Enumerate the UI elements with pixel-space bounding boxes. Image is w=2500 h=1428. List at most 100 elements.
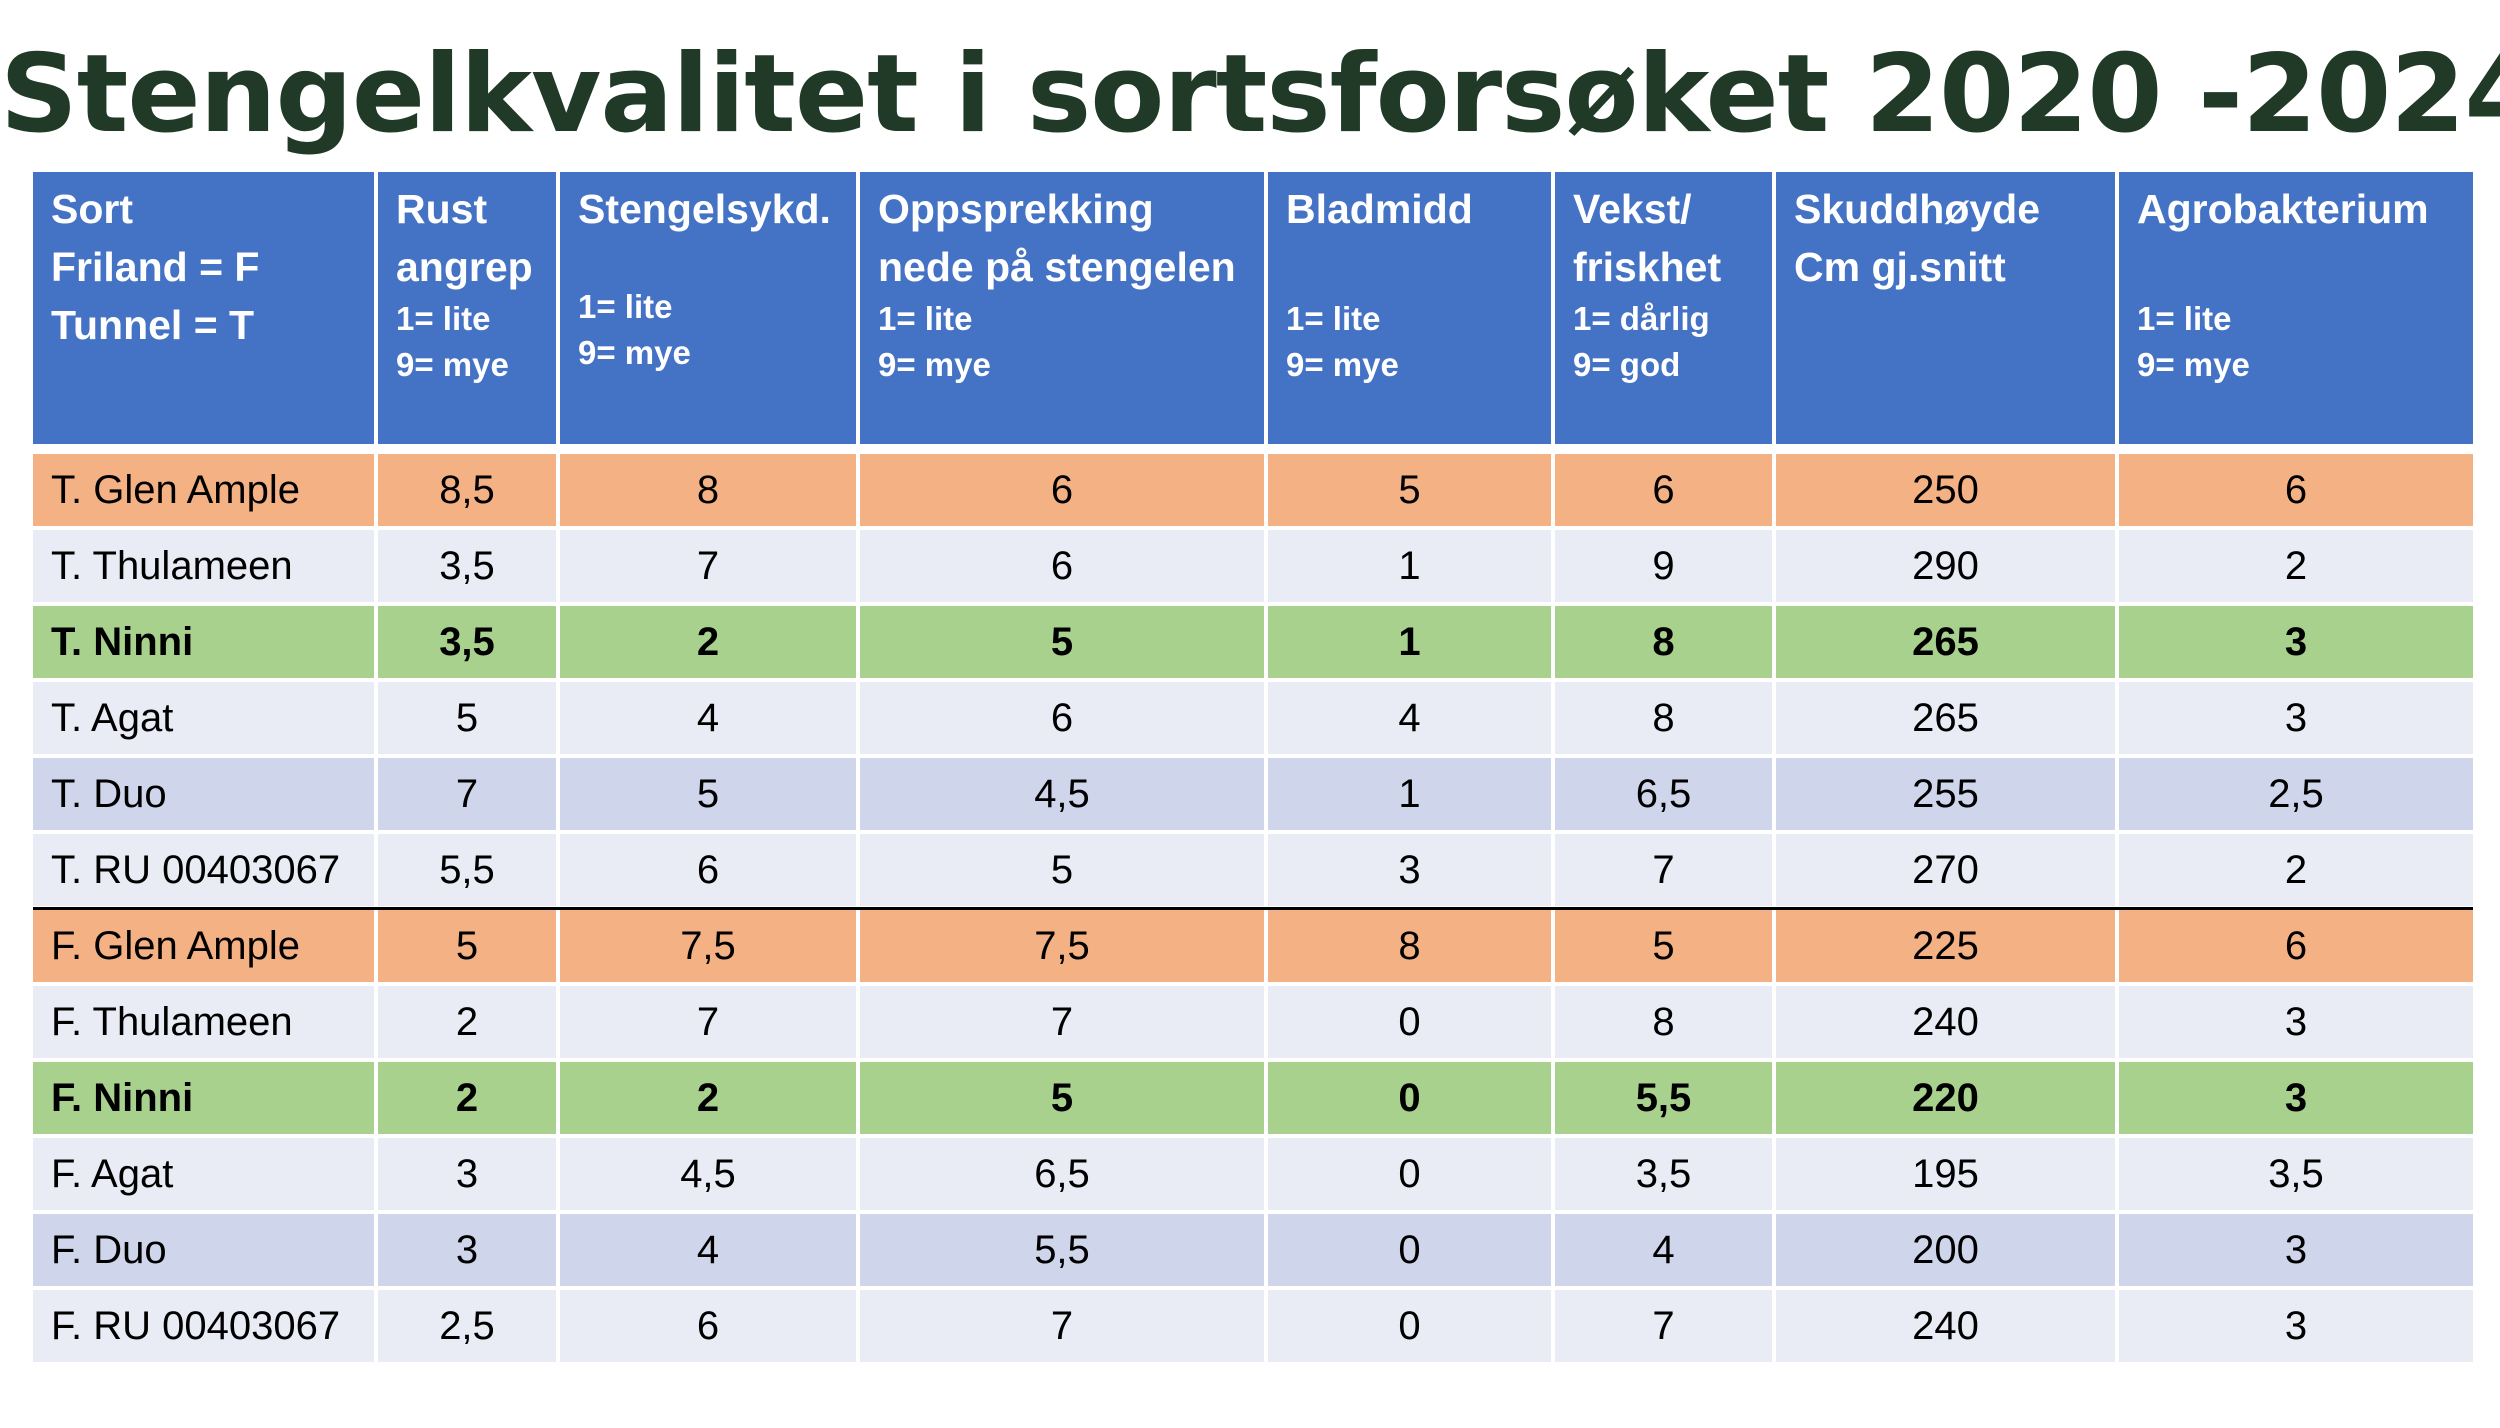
value-cell: 265 bbox=[1776, 682, 2115, 754]
page-title: Stengelkvalitet i sortsforsøket 2020 -20… bbox=[0, 32, 2500, 157]
value-cell: 1 bbox=[1268, 530, 1551, 602]
value-cell: 5,5 bbox=[860, 1214, 1264, 1286]
value-cell: 240 bbox=[1776, 1290, 2115, 1362]
variety-name-cell: F. Agat bbox=[33, 1138, 374, 1210]
table-row: F. Agat 3 4,5 6,5 0 3,5 195 3,5 bbox=[33, 1138, 2473, 1210]
value-cell: 7 bbox=[560, 530, 856, 602]
value-cell: 290 bbox=[1776, 530, 2115, 602]
value-cell: 7 bbox=[560, 986, 856, 1058]
variety-name-cell: F. Glen Ample bbox=[33, 910, 374, 982]
value-cell: 0 bbox=[1268, 1138, 1551, 1210]
value-cell: 3 bbox=[378, 1214, 556, 1286]
variety-name-cell: T. Duo bbox=[33, 758, 374, 830]
value-cell: 6 bbox=[860, 454, 1264, 526]
value-cell: 4 bbox=[560, 682, 856, 754]
value-cell: 6 bbox=[860, 530, 1264, 602]
value-cell: 225 bbox=[1776, 910, 2115, 982]
value-cell: 4,5 bbox=[560, 1138, 856, 1210]
value-cell: 4 bbox=[560, 1214, 856, 1286]
value-cell: 0 bbox=[1268, 1214, 1551, 1286]
table-header-row: Sort Friland = F Tunnel = T Rust angrep … bbox=[33, 172, 2473, 444]
value-cell: 5 bbox=[860, 834, 1264, 906]
header-bladmidd: Bladmidd 1= lite 9= mye bbox=[1268, 172, 1551, 444]
variety-name-cell: T. Glen Ample bbox=[33, 454, 374, 526]
value-cell: 3 bbox=[2119, 986, 2473, 1058]
table-row: F. RU 00403067 2,5 6 7 0 7 240 3 bbox=[33, 1290, 2473, 1362]
header-oppsprekking: Oppsprekking nede på stengelen 1= lite 9… bbox=[860, 172, 1264, 444]
value-cell: 7,5 bbox=[560, 910, 856, 982]
value-cell: 6,5 bbox=[860, 1138, 1264, 1210]
table-row: T. Thulameen 3,5 7 6 1 9 290 2 bbox=[33, 530, 2473, 602]
value-cell: 2,5 bbox=[378, 1290, 556, 1362]
table-row: T. RU 00403067 5,5 6 5 3 7 270 2 bbox=[33, 834, 2473, 906]
value-cell: 2 bbox=[2119, 530, 2473, 602]
value-cell: 6 bbox=[860, 682, 1264, 754]
value-cell: 195 bbox=[1776, 1138, 2115, 1210]
value-cell: 265 bbox=[1776, 606, 2115, 678]
value-cell: 6 bbox=[560, 1290, 856, 1362]
value-cell: 200 bbox=[1776, 1214, 2115, 1286]
value-cell: 8,5 bbox=[378, 454, 556, 526]
value-cell: 5 bbox=[560, 758, 856, 830]
value-cell: 220 bbox=[1776, 1062, 2115, 1134]
value-cell: 240 bbox=[1776, 986, 2115, 1058]
value-cell: 3,5 bbox=[378, 606, 556, 678]
value-cell: 5 bbox=[860, 1062, 1264, 1134]
value-cell: 3 bbox=[378, 1138, 556, 1210]
value-cell: 3,5 bbox=[378, 530, 556, 602]
value-cell: 4 bbox=[1555, 1214, 1772, 1286]
value-cell: 3 bbox=[1268, 834, 1551, 906]
header-rust: Rust angrep 1= lite 9= mye bbox=[378, 172, 556, 444]
value-cell: 3 bbox=[2119, 1062, 2473, 1134]
value-cell: 8 bbox=[1268, 910, 1551, 982]
value-cell: 5,5 bbox=[1555, 1062, 1772, 1134]
variety-name-cell: F. Ninni bbox=[33, 1062, 374, 1134]
value-cell: 6 bbox=[560, 834, 856, 906]
value-cell: 5 bbox=[860, 606, 1264, 678]
value-cell: 0 bbox=[1268, 1062, 1551, 1134]
results-table: Sort Friland = F Tunnel = T Rust angrep … bbox=[33, 172, 2473, 1366]
variety-name-cell: F. Duo bbox=[33, 1214, 374, 1286]
value-cell: 2,5 bbox=[2119, 758, 2473, 830]
value-cell: 1 bbox=[1268, 758, 1551, 830]
value-cell: 3 bbox=[2119, 1290, 2473, 1362]
value-cell: 6 bbox=[1555, 454, 1772, 526]
table-row: T. Ninni 3,5 2 5 1 8 265 3 bbox=[33, 606, 2473, 678]
value-cell: 6 bbox=[2119, 454, 2473, 526]
value-cell: 5,5 bbox=[378, 834, 556, 906]
variety-name-cell: F. Thulameen bbox=[33, 986, 374, 1058]
value-cell: 4,5 bbox=[860, 758, 1264, 830]
value-cell: 0 bbox=[1268, 1290, 1551, 1362]
value-cell: 7 bbox=[860, 986, 1264, 1058]
value-cell: 8 bbox=[560, 454, 856, 526]
table-row: T. Agat 5 4 6 4 8 265 3 bbox=[33, 682, 2473, 754]
table-row: F. Thulameen 2 7 7 0 8 240 3 bbox=[33, 986, 2473, 1058]
variety-name-cell: T. Thulameen bbox=[33, 530, 374, 602]
table-row: F. Glen Ample 5 7,5 7,5 8 5 225 6 bbox=[33, 907, 2473, 982]
value-cell: 2 bbox=[560, 606, 856, 678]
value-cell: 250 bbox=[1776, 454, 2115, 526]
value-cell: 2 bbox=[378, 1062, 556, 1134]
value-cell: 7,5 bbox=[860, 910, 1264, 982]
value-cell: 1 bbox=[1268, 606, 1551, 678]
table-row: T. Glen Ample 8,5 8 6 5 6 250 6 bbox=[33, 454, 2473, 526]
value-cell: 3 bbox=[2119, 682, 2473, 754]
value-cell: 7 bbox=[1555, 1290, 1772, 1362]
table-row: F. Ninni 2 2 5 0 5,5 220 3 bbox=[33, 1062, 2473, 1134]
value-cell: 4 bbox=[1268, 682, 1551, 754]
variety-name-cell: T. Agat bbox=[33, 682, 374, 754]
value-cell: 7 bbox=[378, 758, 556, 830]
value-cell: 6,5 bbox=[1555, 758, 1772, 830]
value-cell: 255 bbox=[1776, 758, 2115, 830]
value-cell: 0 bbox=[1268, 986, 1551, 1058]
value-cell: 5 bbox=[378, 910, 556, 982]
value-cell: 3,5 bbox=[1555, 1138, 1772, 1210]
header-agrobakterium: Agrobakterium 1= lite 9= mye bbox=[2119, 172, 2473, 444]
value-cell: 2 bbox=[560, 1062, 856, 1134]
value-cell: 3 bbox=[2119, 1214, 2473, 1286]
value-cell: 2 bbox=[378, 986, 556, 1058]
table-row: T. Duo 7 5 4,5 1 6,5 255 2,5 bbox=[33, 758, 2473, 830]
value-cell: 3,5 bbox=[2119, 1138, 2473, 1210]
value-cell: 8 bbox=[1555, 606, 1772, 678]
value-cell: 8 bbox=[1555, 682, 1772, 754]
